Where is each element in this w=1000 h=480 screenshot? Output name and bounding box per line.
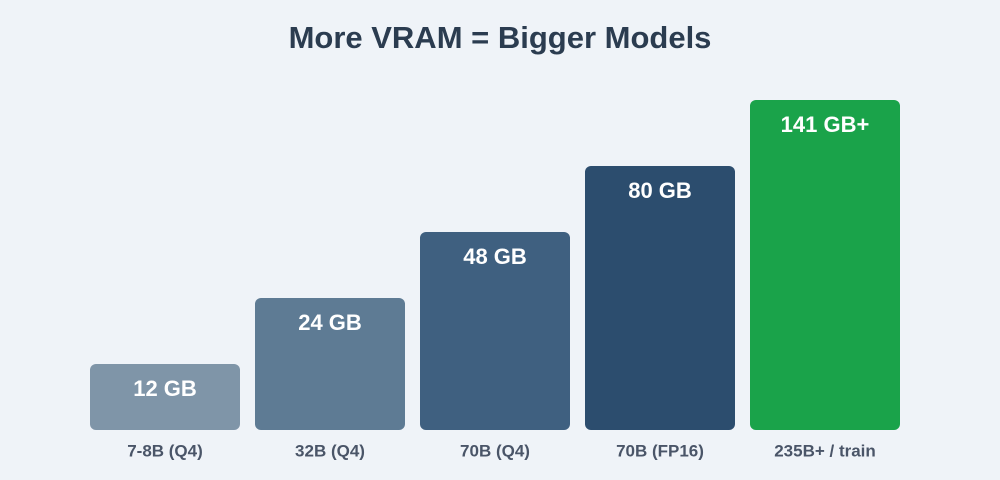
bar bbox=[585, 166, 735, 430]
bar bbox=[90, 364, 240, 430]
bar-label: 24 GB bbox=[298, 310, 362, 335]
category-label: 32B (Q4) bbox=[295, 441, 365, 460]
bar-label: 12 GB bbox=[133, 376, 197, 401]
category-label: 70B (FP16) bbox=[616, 441, 704, 460]
bar bbox=[255, 298, 405, 430]
bar bbox=[420, 232, 570, 430]
bar-label: 80 GB bbox=[628, 178, 692, 203]
category-label: 235B+ / train bbox=[774, 441, 876, 460]
bar bbox=[750, 100, 900, 430]
bar-label: 48 GB bbox=[463, 244, 527, 269]
category-label: 70B (Q4) bbox=[460, 441, 530, 460]
bar-label: 141 GB+ bbox=[781, 112, 870, 137]
category-label: 7-8B (Q4) bbox=[127, 441, 203, 460]
chart-title: More VRAM = Bigger Models bbox=[289, 20, 712, 55]
